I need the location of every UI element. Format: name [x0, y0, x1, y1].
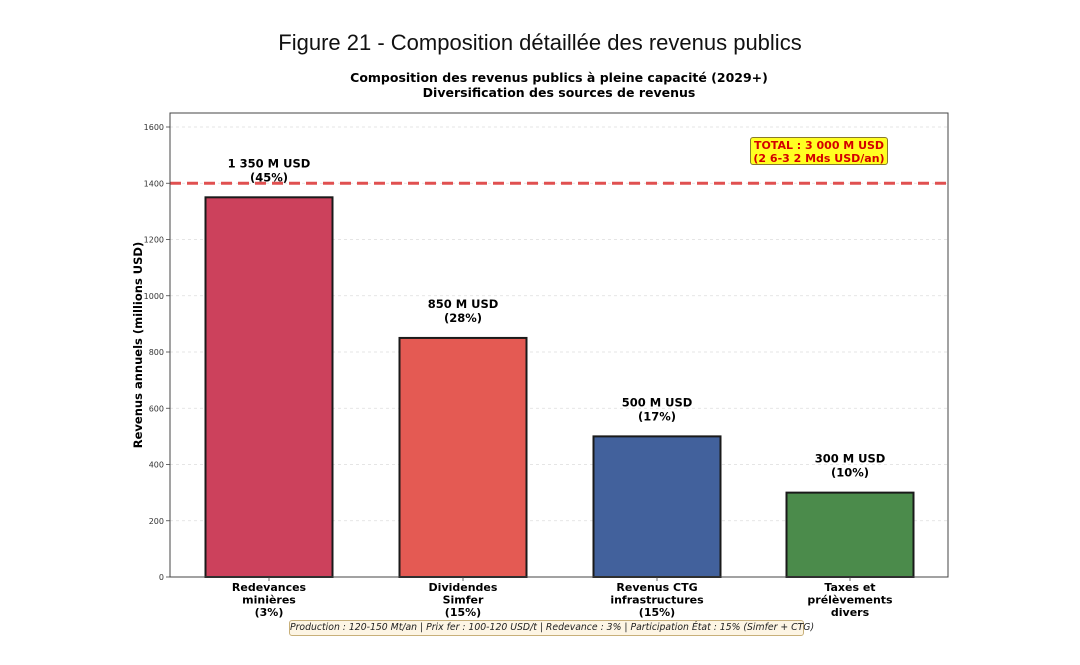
y-tick-label: 0	[159, 573, 164, 582]
bar	[204, 196, 334, 578]
value-labels: 1 350 M USD(45%)850 M USD(28%)500 M USD(…	[228, 156, 886, 479]
x-tick-label: (3%)	[255, 606, 284, 619]
bar	[398, 336, 528, 578]
chart-title-line1: Composition des revenus publics à pleine…	[350, 70, 768, 85]
plot-frame	[169, 112, 949, 578]
value-label: 1 350 M USD	[228, 156, 311, 170]
y-axis-label: Revenus annuels (millions USD)	[131, 242, 145, 448]
y-tick-label: 600	[149, 404, 164, 413]
value-label: 850 M USD	[428, 297, 499, 311]
value-label: 300 M USD	[815, 452, 886, 466]
x-tick-label: divers	[831, 606, 870, 619]
y-tick-label: 1200	[144, 236, 164, 245]
chart-title: Composition des revenus publics à pleine…	[170, 70, 948, 100]
value-label: (10%)	[831, 466, 869, 480]
y-tick-label: 800	[149, 348, 164, 357]
footer-note: Production : 120-150 Mt/an | Prix fer : …	[289, 620, 814, 636]
value-label: 500 M USD	[622, 395, 693, 409]
x-tick-label: infrastructures	[610, 594, 704, 607]
bar	[785, 491, 915, 578]
value-label: (28%)	[444, 311, 482, 325]
bars	[204, 196, 915, 578]
total-annotation-line1: TOTAL : 3 000 M USD	[753, 139, 885, 152]
x-tick-label: Redevances	[232, 581, 307, 594]
x-tick-label: prélèvements	[807, 594, 893, 607]
chart-title-line2: Diversification des sources de revenus	[422, 85, 696, 100]
x-tick-label: (15%)	[445, 606, 481, 619]
y-tick-label: 1000	[144, 292, 164, 301]
y-axis-ticks: 0 200 400 600 800 1000 1200 1400 1600	[144, 123, 170, 582]
value-label: (45%)	[250, 170, 288, 184]
value-label: (17%)	[638, 409, 676, 423]
x-tick-label: Taxes et	[824, 581, 875, 594]
y-tick-label: 400	[149, 461, 164, 470]
bar	[592, 435, 722, 578]
x-tick-label: Revenus CTG	[616, 581, 697, 594]
x-tick-label: minières	[242, 594, 296, 607]
x-tick-label: Simfer	[443, 594, 484, 607]
x-tick-label: Dividendes	[429, 581, 498, 594]
x-axis-ticks: Redevancesminières(3%)DividendesSimfer(1…	[232, 577, 893, 619]
y-tick-label: 200	[149, 517, 164, 526]
y-tick-label: 1600	[144, 123, 164, 132]
total-annotation: TOTAL : 3 000 M USD (2 6-3 2 Mds USD/an)	[750, 137, 888, 165]
figure-title: Figure 21 - Composition détaillée des re…	[278, 30, 802, 55]
y-tick-label: 1400	[144, 179, 164, 188]
total-annotation-line2: (2 6-3 2 Mds USD/an)	[753, 152, 885, 165]
x-tick-label: (15%)	[639, 606, 675, 619]
